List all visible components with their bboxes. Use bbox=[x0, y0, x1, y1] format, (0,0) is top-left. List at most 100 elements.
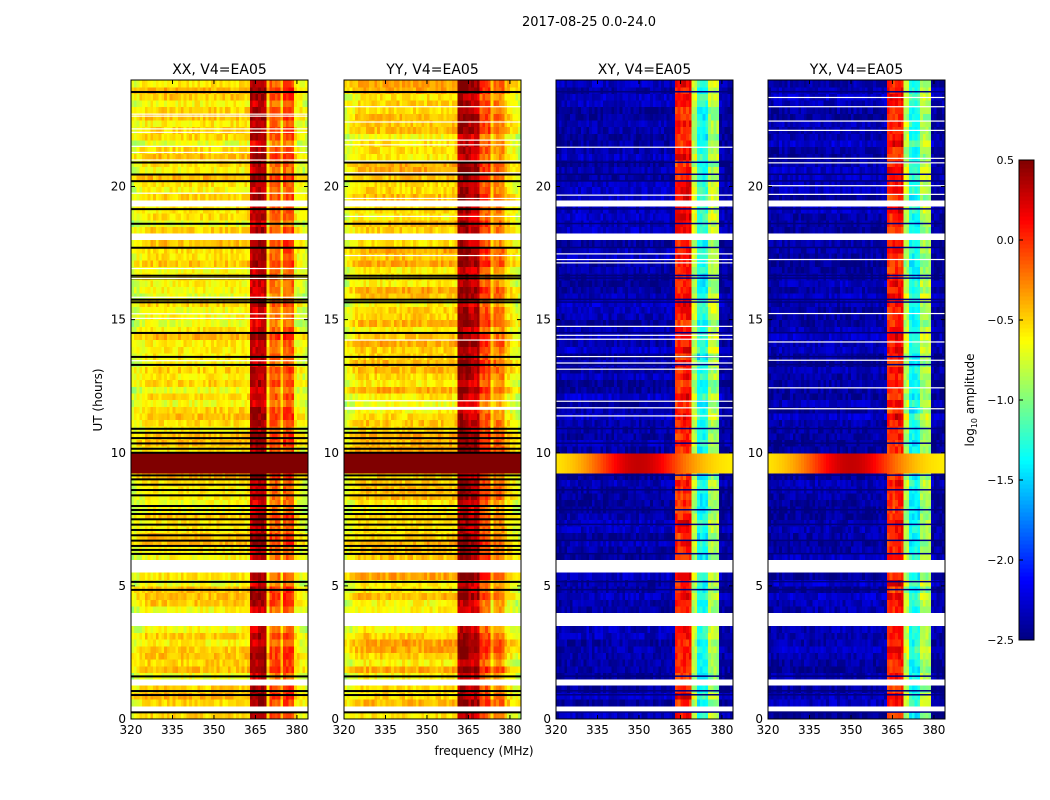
heatmap-cell bbox=[258, 392, 262, 401]
heatmap-cell bbox=[147, 193, 151, 201]
heatmap-cell bbox=[133, 572, 138, 580]
heatmap-cell bbox=[147, 645, 151, 654]
heatmap-cell bbox=[294, 359, 298, 367]
heatmap-cell bbox=[191, 259, 196, 267]
heatmap-cell bbox=[139, 499, 143, 507]
heatmap-cell bbox=[211, 286, 215, 294]
heatmap-cell bbox=[258, 699, 262, 707]
heatmap-cell bbox=[205, 632, 210, 640]
heatmap-cell bbox=[280, 712, 284, 720]
heatmap-cell bbox=[255, 499, 259, 507]
heatmap-cell bbox=[227, 319, 232, 327]
heatmap-cell bbox=[225, 552, 229, 560]
heatmap-cell bbox=[277, 499, 281, 507]
heatmap-cell bbox=[142, 412, 146, 421]
heatmap-cell bbox=[285, 326, 290, 334]
heatmap-cell bbox=[189, 652, 193, 660]
heatmap-cell bbox=[205, 539, 210, 547]
heatmap-cell bbox=[266, 366, 270, 374]
heatmap-cell bbox=[131, 432, 135, 441]
heatmap-cell bbox=[155, 386, 160, 394]
heatmap-cell bbox=[180, 326, 185, 334]
heatmap-cell bbox=[249, 412, 254, 421]
heatmap-cell bbox=[274, 372, 279, 381]
heatmap-cell bbox=[155, 286, 160, 294]
heatmap-cell bbox=[161, 685, 165, 693]
heatmap-cell bbox=[142, 259, 146, 267]
heatmap-cell bbox=[194, 406, 198, 414]
heatmap-cell bbox=[186, 466, 190, 474]
heatmap-cell bbox=[180, 699, 185, 707]
heatmap-cell bbox=[191, 379, 196, 387]
heatmap-cell bbox=[219, 512, 223, 520]
heatmap-cell bbox=[172, 406, 176, 414]
heatmap-cell bbox=[186, 599, 190, 607]
heatmap-cell bbox=[194, 645, 198, 654]
heatmap-cell bbox=[202, 499, 207, 507]
heatmap-cell bbox=[260, 326, 265, 334]
heatmap-cell bbox=[164, 332, 168, 341]
heatmap-cell bbox=[272, 645, 276, 654]
heatmap-cell bbox=[186, 306, 190, 314]
heatmap-cell bbox=[172, 432, 176, 441]
heatmap-cell bbox=[277, 279, 281, 287]
heatmap-cell bbox=[139, 539, 143, 547]
heatmap-cell bbox=[288, 259, 293, 267]
heatmap-cell bbox=[213, 592, 218, 600]
heatmap-cell bbox=[164, 699, 168, 707]
heatmap-cell bbox=[244, 226, 248, 234]
heatmap-cell bbox=[260, 286, 265, 294]
heatmap-cell bbox=[158, 253, 163, 261]
heatmap-cell bbox=[219, 452, 223, 461]
heatmap-cell bbox=[133, 699, 138, 707]
heatmap-cell bbox=[153, 432, 157, 441]
heatmap-cell bbox=[283, 279, 287, 287]
heatmap-cell bbox=[216, 605, 221, 614]
heatmap-cell bbox=[225, 239, 229, 248]
heatmap-cell bbox=[244, 306, 248, 314]
heatmap-cell bbox=[236, 645, 240, 654]
heatmap-cell bbox=[194, 479, 198, 487]
heatmap-cell bbox=[153, 452, 157, 461]
heatmap-cell bbox=[186, 499, 190, 507]
heatmap-cell bbox=[222, 226, 226, 234]
heatmap-cell bbox=[263, 512, 268, 520]
heatmap-cell bbox=[255, 432, 259, 441]
heatmap-cell bbox=[283, 372, 287, 381]
heatmap-cell bbox=[139, 432, 143, 441]
heatmap-cell bbox=[299, 459, 304, 467]
heatmap-cell bbox=[164, 412, 168, 421]
heatmap-cell bbox=[266, 293, 270, 301]
heatmap-cell bbox=[299, 312, 304, 321]
heatmap-cell bbox=[252, 552, 257, 560]
heatmap-cell bbox=[260, 432, 265, 441]
heatmap-cell bbox=[205, 519, 210, 527]
heatmap-cell bbox=[164, 312, 168, 321]
heatmap-cell bbox=[133, 665, 138, 674]
heatmap-cell bbox=[236, 699, 240, 707]
heatmap-cell bbox=[274, 572, 279, 580]
heatmap-cell bbox=[233, 699, 237, 707]
heatmap-cell bbox=[155, 419, 160, 427]
heatmap-cell bbox=[194, 392, 198, 401]
heatmap-cell bbox=[213, 459, 218, 467]
heatmap-cell bbox=[139, 659, 143, 667]
heatmap-cell bbox=[249, 552, 254, 560]
heatmap-cell bbox=[200, 326, 204, 334]
heatmap-cell bbox=[274, 293, 279, 301]
heatmap-cell bbox=[202, 712, 207, 720]
heatmap-cell bbox=[288, 412, 293, 421]
heatmap-cell bbox=[164, 432, 168, 441]
heatmap-cell bbox=[247, 432, 251, 441]
heatmap-cell bbox=[269, 605, 273, 614]
heatmap-cell bbox=[172, 379, 176, 387]
heatmap-cell bbox=[299, 226, 304, 234]
heatmap-cell bbox=[183, 712, 187, 720]
heatmap-cell bbox=[277, 226, 281, 234]
heatmap-cell bbox=[291, 306, 295, 314]
heatmap-cell bbox=[172, 253, 176, 261]
heatmap-cell bbox=[169, 499, 174, 507]
heatmap-cell bbox=[147, 392, 151, 401]
heatmap-cell bbox=[194, 499, 198, 507]
heatmap-cell bbox=[175, 339, 179, 347]
